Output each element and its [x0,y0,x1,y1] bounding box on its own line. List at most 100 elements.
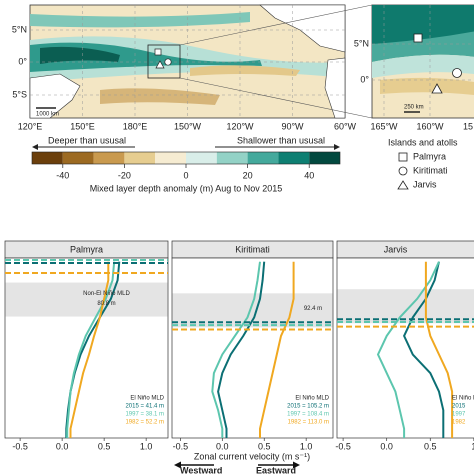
legend-entry: 2015 = 41.4 m [125,404,164,410]
velocity-profile [69,261,110,438]
lon-label: 120°W [226,121,254,131]
colorbar-bin [216,152,248,164]
velocity-profile [217,261,266,438]
lon-label: 120°E [18,121,43,131]
colorbar-bin [309,152,340,164]
arrow-head [334,144,340,150]
colorbar-tick-label: 40 [304,170,314,180]
lat-label: 5°N [12,24,27,34]
anomaly-band [40,46,120,64]
normal-mld-title: Non-El Niño MLD [83,291,130,297]
islands-legend: Islands and atolls Palmyra Kiritimati Ja… [388,137,458,190]
colorbar-tick-label: 0 [183,170,188,180]
colorbar-bin [93,152,125,164]
colorbar-bin [32,152,63,164]
x-tick-label: 0.5 [424,441,437,451]
colorbar-tick-label: -40 [56,170,69,180]
panel-frame [171,257,334,439]
profiles: Palmyra Non-El Niño MLD 80.8 m El Niño MLD 2… [4,240,474,451]
legend-title: El Niño MLD [295,396,329,402]
normal-mld-band [337,289,474,324]
land [29,73,81,119]
lon-label: 15 [463,121,473,131]
legend-entry: 1997 = 38.1 m [125,412,164,418]
panel-title: Kiritimati [235,244,270,254]
lon-label: 60°W [334,121,357,131]
velocity-profile [66,261,116,438]
velocity-profile [424,261,454,438]
lon-label: 150°W [174,121,202,131]
x-tick-label: -0.5 [335,441,351,451]
anomaly-band [372,5,474,44]
anomaly-band [372,54,474,78]
lon-label: 150°E [70,121,95,131]
graticule [30,5,345,118]
jarvis-marker [431,83,443,94]
normal-mld-label: 92.4 m [304,306,322,312]
lat-label: 0° [360,74,369,84]
colorbar: Deeper than ususal Shallower than ususal… [31,135,341,193]
x-tick-label: -0.5 [12,441,28,451]
anomaly-patch [380,77,474,95]
legend-title: El Niño MLD [130,396,164,402]
normal-mld-label: 80.8 m [97,301,115,307]
x-tick-label: 0.0 [216,441,229,451]
jarvis-marker [155,60,165,69]
anomaly-band [30,12,250,28]
colorbar-bin [155,152,186,164]
jarvis-symbol [397,180,409,190]
anomaly-patch [100,88,220,105]
legend-entry: 2015 [452,404,466,410]
arrow-head [32,144,38,150]
panel-title: Palmyra [70,244,103,254]
legend-item: Jarvis [413,179,437,189]
lon-label: 160°W [416,121,444,131]
inset-connector [179,77,373,119]
palmyra-marker [413,33,423,43]
inset-connector [179,4,373,46]
panel-title: Jarvis [384,244,408,254]
anomaly-patch [190,65,300,76]
land [259,4,346,53]
lat-label: 0° [18,56,27,66]
velocity-profile [211,261,261,438]
legend-entry: 1982 = 52.2 m [125,420,164,426]
kiritimati-marker [164,58,172,66]
inset-map: 250 km 5°N 0° 165°W 160°W 15 [354,4,474,131]
legend-entry: 1982 = 113.0 m [288,420,329,426]
velocity-profile [259,261,295,438]
legend-item: Kiritimati [413,165,448,175]
arrow-head [293,461,300,469]
x-tick-label: 0.0 [56,441,69,451]
land [324,57,346,119]
colorbar-bin [62,152,94,164]
palmyra-symbol [398,152,408,162]
kiritimati-marker [452,68,462,78]
graticule [372,5,474,118]
legend-title: Islands and atolls [388,137,458,147]
legend-title: El Niño MLD [452,396,474,402]
x-tick-label: 0.5 [98,441,111,451]
x-tick-label: -0.5 [173,441,189,451]
scale-label: 250 km [404,105,424,111]
x-axis-title: Zonal current velocity (m s⁻¹) [194,451,310,461]
x-tick-label: 0.5 [258,441,271,451]
x-tick-label: 0.0 [380,441,393,451]
legend-entry: 2015 = 105.2 m [287,404,329,410]
colorbar-tick-label: -20 [118,170,131,180]
colorbar-bin [124,152,156,164]
legend-entry: 1997 = 108.4 m [287,412,329,418]
x-tick-label: 1 [471,441,474,451]
colorbar-bin [247,152,279,164]
lon-label: 90°W [281,121,304,131]
lon-label: 180°E [123,121,148,131]
palmyra-marker [154,48,162,56]
colorbar-bin [278,152,310,164]
normal-mld-band [5,282,168,317]
x-tick-label: 1.0 [300,441,313,451]
deeper-label: Deeper than ususal [48,135,126,145]
westward-label: Westward [180,465,222,474]
shallower-label: Shallower than ususal [237,135,325,145]
map: 1000 km 5°N 0° 5°S 120°E 150°E 180°E 150… [12,4,373,131]
